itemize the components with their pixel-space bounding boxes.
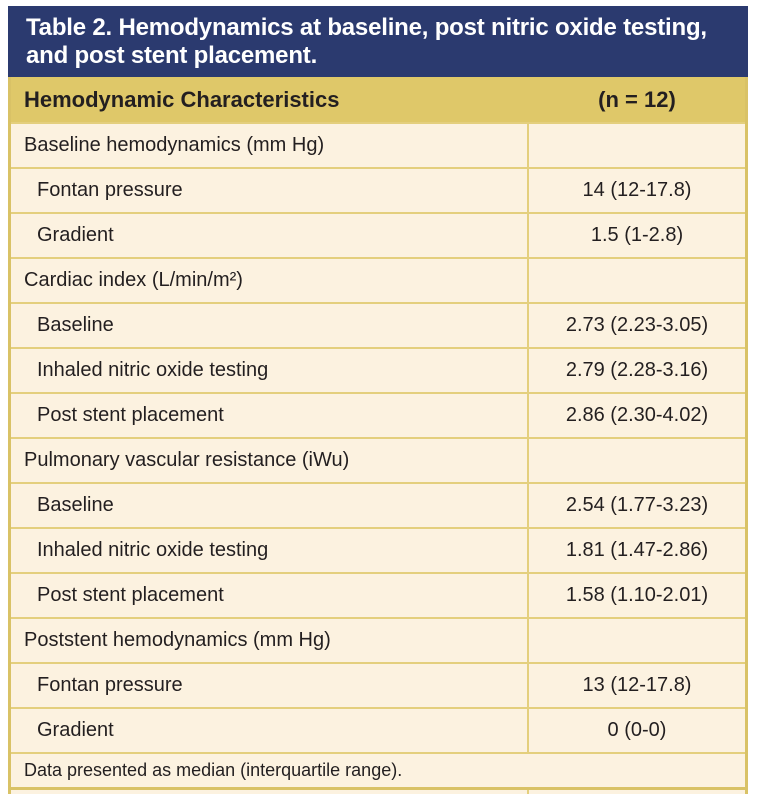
row-value: 13 (12-17.8) bbox=[582, 674, 692, 696]
table-row: Cardiac index (L/min/m²) bbox=[11, 257, 745, 302]
partial-next-row bbox=[11, 790, 745, 794]
table-rows: Baseline hemodynamics (mm Hg) Fontan pres… bbox=[11, 122, 745, 752]
table-row: Inhaled nitric oxide testing 1.81 (1.47-2… bbox=[11, 527, 745, 572]
row-label: Post stent placement bbox=[11, 574, 529, 617]
row-label: Fontan pressure bbox=[11, 664, 529, 707]
row-label: Baseline bbox=[11, 304, 529, 347]
row-label: Cardiac index (L/min/m²) bbox=[11, 259, 529, 302]
column-header-characteristics: Hemodynamic Characteristics bbox=[24, 86, 340, 112]
table-body: Hemodynamic Characteristics (n = 12) Bas… bbox=[8, 77, 748, 794]
row-label: Post stent placement bbox=[11, 394, 529, 437]
table-row: Poststent hemodynamics (mm Hg) bbox=[11, 617, 745, 662]
table-row: Post stent placement 1.58 (1.10-2.01) bbox=[11, 572, 745, 617]
table-row: Baseline hemodynamics (mm Hg) bbox=[11, 122, 745, 167]
table-row: Gradient 0 (0-0) bbox=[11, 707, 745, 752]
table-row: Gradient 1.5 (1-2.8) bbox=[11, 212, 745, 257]
row-value bbox=[529, 619, 745, 662]
row-value bbox=[529, 439, 745, 482]
row-value: 2.54 (1.77-3.23) bbox=[565, 494, 709, 516]
table-row: Baseline 2.73 (2.23-3.05) bbox=[11, 302, 745, 347]
column-header-sample-size: (n = 12) bbox=[598, 86, 676, 112]
partial-label-cell bbox=[11, 790, 529, 794]
row-label: Inhaled nitric oxide testing bbox=[11, 349, 529, 392]
row-value: 2.79 (2.28-3.16) bbox=[565, 359, 709, 381]
row-value bbox=[529, 259, 745, 302]
table-row: Fontan pressure 14 (12-17.8) bbox=[11, 167, 745, 212]
table-header-row: Hemodynamic Characteristics (n = 12) bbox=[11, 77, 745, 122]
row-value: 14 (12-17.8) bbox=[582, 179, 692, 201]
row-value: 2.86 (2.30-4.02) bbox=[565, 404, 709, 426]
row-value: 2.73 (2.23-3.05) bbox=[565, 314, 709, 336]
table-row: Baseline 2.54 (1.77-3.23) bbox=[11, 482, 745, 527]
row-label: Gradient bbox=[11, 214, 529, 257]
row-label: Poststent hemodynamics (mm Hg) bbox=[11, 619, 529, 662]
row-label: Fontan pressure bbox=[11, 169, 529, 212]
row-label: Pulmonary vascular resistance (iWu) bbox=[11, 439, 529, 482]
table-row: Pulmonary vascular resistance (iWu) bbox=[11, 437, 745, 482]
row-label: Inhaled nitric oxide testing bbox=[11, 529, 529, 572]
table-row: Fontan pressure 13 (12-17.8) bbox=[11, 662, 745, 707]
row-value: 1.81 (1.47-2.86) bbox=[565, 539, 709, 561]
row-value bbox=[529, 124, 745, 167]
row-value: 1.5 (1-2.8) bbox=[590, 224, 684, 246]
table-row: Post stent placement 2.86 (2.30-4.02) bbox=[11, 392, 745, 437]
row-label: Baseline hemodynamics (mm Hg) bbox=[11, 124, 529, 167]
row-value: 0 (0-0) bbox=[607, 719, 667, 741]
row-label: Baseline bbox=[11, 484, 529, 527]
hemodynamics-table: Table 2. Hemodynamics at baseline, post … bbox=[8, 6, 748, 794]
table-title-bar: Table 2. Hemodynamics at baseline, post … bbox=[8, 6, 748, 77]
partial-value-cell bbox=[529, 790, 745, 794]
table-footnote: Data presented as median (interquartile … bbox=[11, 752, 745, 790]
row-value: 1.58 (1.10-2.01) bbox=[565, 584, 709, 606]
table-title: Table 2. Hemodynamics at baseline, post … bbox=[26, 14, 707, 69]
row-label: Gradient bbox=[11, 709, 529, 752]
table-row: Inhaled nitric oxide testing 2.79 (2.28-3… bbox=[11, 347, 745, 392]
